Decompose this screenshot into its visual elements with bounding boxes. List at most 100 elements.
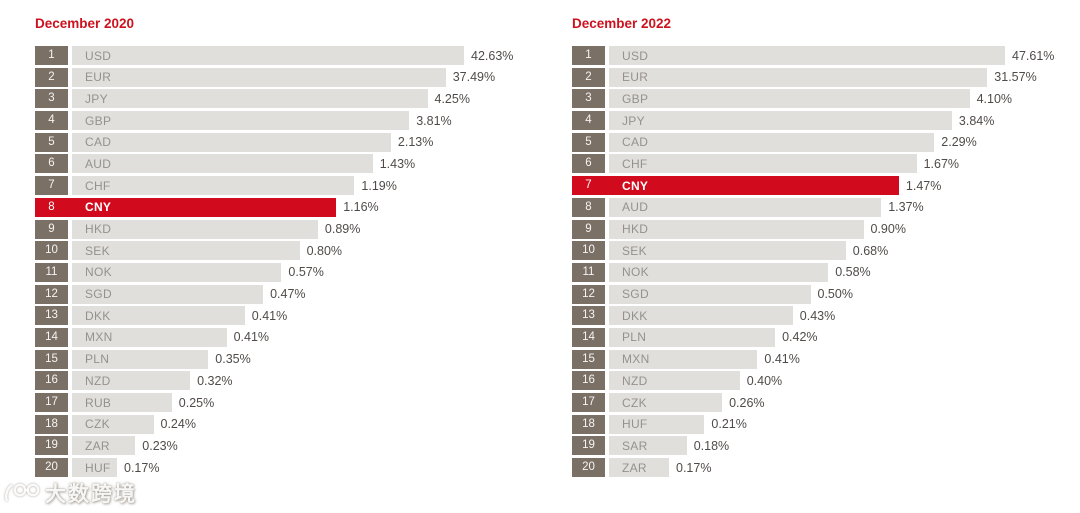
- rank-badge: 15: [35, 349, 68, 369]
- value-label: 3.84%: [958, 113, 995, 128]
- value-label: 4.25%: [434, 91, 470, 106]
- bar: AUD: [609, 197, 882, 217]
- currency-code-label: CAD: [622, 135, 649, 150]
- rank-badge: 5: [35, 132, 68, 152]
- rank-badge: 6: [35, 154, 68, 174]
- rank-badge: 13: [572, 306, 605, 326]
- currency-code-label: EUR: [622, 70, 649, 85]
- bar-row-chf: 7 CHF 1.19%: [35, 176, 540, 196]
- bar-row-sek: 10 SEK 0.68%: [572, 241, 1077, 261]
- bar-row-cny: 8 CNY 1.16%: [35, 197, 540, 217]
- bar: HKD: [609, 219, 864, 239]
- bar: GBP: [72, 111, 410, 131]
- value-label: 42.63%: [471, 48, 514, 63]
- bar-row-gbp: 4 GBP 3.81%: [35, 111, 540, 131]
- bar: CHF: [609, 154, 917, 174]
- currency-code-label: NOK: [622, 265, 649, 280]
- rank-badge: 2: [35, 67, 68, 87]
- value-label: 0.17%: [124, 460, 160, 475]
- rank-bar-gap: [68, 197, 72, 217]
- value-label: 1.37%: [888, 200, 924, 215]
- bar: CHF: [72, 176, 355, 196]
- bar-row-nok: 11 NOK 0.58%: [572, 262, 1077, 282]
- rank-badge: 8: [35, 197, 68, 217]
- bar: AUD: [72, 154, 373, 174]
- rank-badge: 10: [572, 241, 605, 261]
- currency-code-label: HUF: [622, 417, 648, 432]
- rank-badge: 5: [572, 132, 605, 152]
- rank-badge: 16: [35, 371, 68, 391]
- bar: ZAR: [72, 436, 136, 456]
- value-label: 37.49%: [452, 70, 496, 85]
- value-label: 0.90%: [870, 222, 906, 236]
- rank-badge: 8: [572, 197, 605, 217]
- value-label: 1.19%: [361, 178, 397, 193]
- rank-badge: 19: [35, 436, 68, 456]
- currency-code-label: MXN: [622, 352, 650, 367]
- bar: EUR: [72, 67, 446, 87]
- value-label: 2.13%: [397, 135, 434, 150]
- currency-code-label: USD: [622, 48, 649, 63]
- chart-rows-2022: 1 USD 47.61% 2 EUR 31.57% 3 GBP 4.10% 4 JPY 3.84% 5 C…: [572, 46, 1077, 478]
- bar: CAD: [609, 132, 935, 152]
- bar: DKK: [72, 306, 245, 326]
- bar-row-mxn: 15 MXN 0.41%: [572, 349, 1077, 369]
- value-label: 0.80%: [306, 243, 343, 258]
- value-label: 0.58%: [835, 265, 871, 280]
- bar-row-nzd: 16 NZD 0.40%: [572, 371, 1077, 391]
- currency-code-label: CZK: [622, 395, 647, 410]
- rank-badge: 1: [572, 46, 605, 65]
- value-label: 31.57%: [994, 70, 1037, 85]
- value-label: 2.29%: [941, 135, 977, 150]
- rank-badge: 14: [572, 327, 605, 347]
- value-label: 47.61%: [1012, 48, 1055, 63]
- bar: GBP: [609, 89, 970, 109]
- value-label: 1.67%: [923, 156, 960, 171]
- rank-badge: 17: [35, 393, 68, 412]
- 100-glasses-logo-icon: [5, 483, 40, 502]
- bar: CZK: [609, 393, 723, 412]
- watermark: 大数跨境: [3, 478, 137, 508]
- bar-row-cny: 7 CNY 1.47%: [572, 176, 1077, 196]
- bar-row-nok: 11 NOK 0.57%: [35, 262, 540, 282]
- rank-badge: 12: [35, 284, 68, 304]
- bar: CAD: [72, 132, 391, 152]
- currency-code-label: GBP: [622, 91, 649, 106]
- rank-badge: 15: [572, 349, 605, 369]
- bar: NOK: [609, 262, 829, 282]
- bar-row-aud: 8 AUD 1.37%: [572, 197, 1077, 217]
- chart-rows-2020: 1 USD 42.63% 2 EUR 37.49% 3 JPY 4.25% 4 GBP 3.81% 5 C…: [35, 46, 540, 478]
- value-label: 3.81%: [416, 113, 452, 128]
- bar: MXN: [609, 349, 758, 369]
- bar-row-eur: 2 EUR 37.49%: [35, 67, 540, 87]
- bar-row-chf: 6 CHF 1.67%: [572, 154, 1077, 174]
- rank-badge: 7: [572, 176, 605, 196]
- bar: JPY: [609, 111, 952, 131]
- currency-code-label: AUD: [85, 156, 112, 171]
- bar-row-hkd: 9 HKD 0.89%: [35, 219, 540, 239]
- rank-badge: 4: [35, 111, 68, 131]
- bar-row-usd: 1 USD 47.61%: [572, 46, 1077, 65]
- value-label: 0.24%: [160, 417, 196, 432]
- value-label: 0.57%: [288, 265, 324, 280]
- rank-badge: 11: [35, 262, 68, 282]
- bar: ZAR: [609, 458, 669, 478]
- value-label: 0.17%: [676, 460, 712, 475]
- rank-badge: 18: [35, 414, 68, 434]
- value-label: 0.23%: [142, 438, 178, 453]
- currency-code-label: HKD: [85, 222, 112, 236]
- currency-code-label: NZD: [622, 373, 648, 388]
- bar: USD: [72, 46, 464, 65]
- rank-badge: 9: [572, 219, 605, 239]
- bar-row-aud: 6 AUD 1.43%: [35, 154, 540, 174]
- currency-code-label: CNY: [622, 178, 649, 193]
- rank-badge: 3: [35, 89, 68, 109]
- bar-row-zar: 20 ZAR 0.17%: [572, 458, 1077, 478]
- bar: CZK: [72, 414, 154, 434]
- bar: EUR: [609, 67, 988, 87]
- currency-code-label: ZAR: [85, 438, 110, 453]
- rank-badge: 12: [572, 284, 605, 304]
- bar: SAR: [609, 436, 687, 456]
- currency-code-label: DKK: [85, 308, 111, 323]
- value-label: 0.18%: [693, 438, 730, 453]
